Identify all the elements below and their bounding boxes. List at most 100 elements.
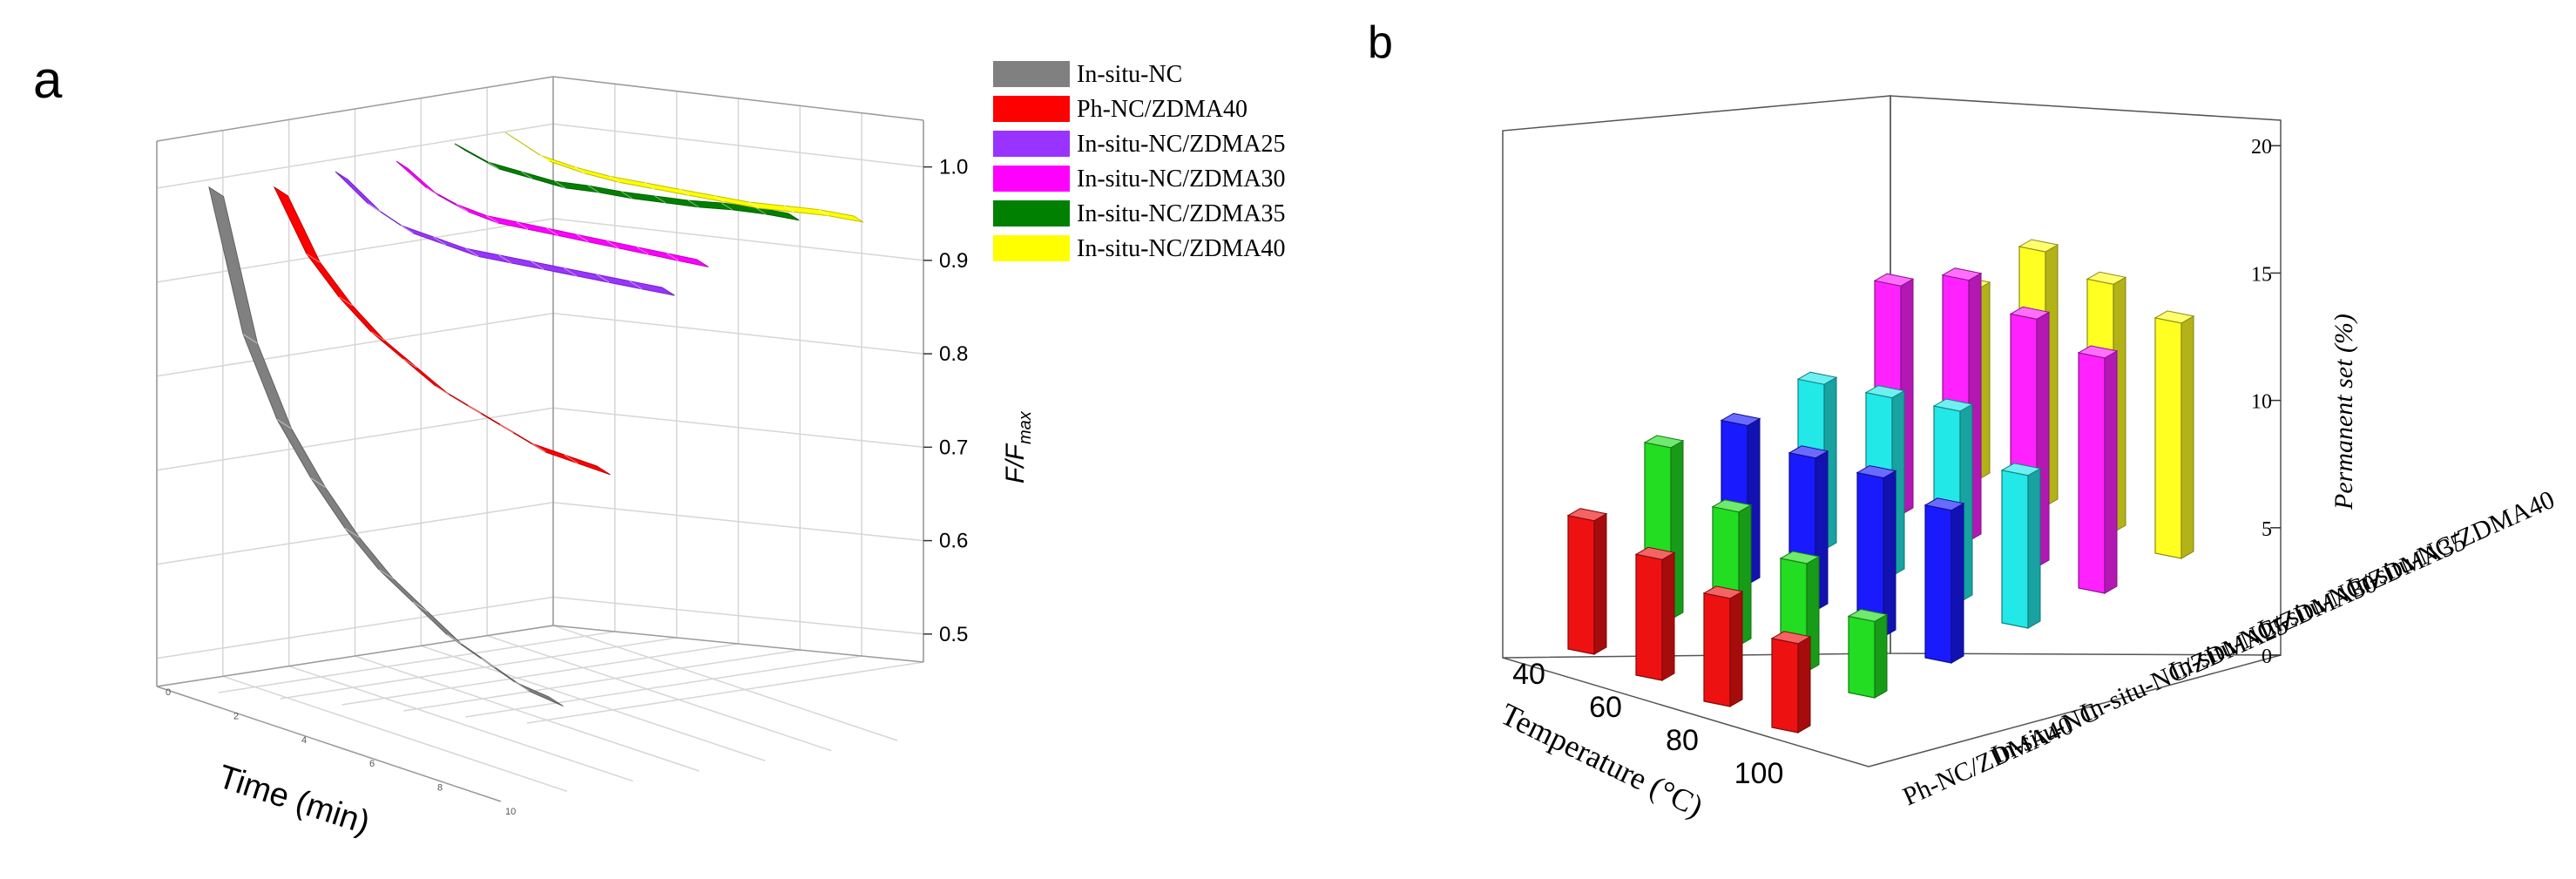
- ribbon-grid: [818, 209, 829, 217]
- ribbon-grid: [310, 477, 326, 488]
- ribbon-grid: [531, 260, 544, 270]
- ribbon-grid: [456, 204, 469, 213]
- z-tick-label: 10: [2251, 391, 2272, 414]
- panel-label-b: b: [1368, 17, 1393, 68]
- bar-ph-nc-zdma40-60: [1634, 546, 1676, 681]
- grid-line: [486, 634, 832, 752]
- panel-a-chart: 0.5 0.6 0.7 0.8 0.9 1.0 0 2 4 6 8 10 Time (min) F/…: [156, 61, 1286, 842]
- bar-top: [2153, 310, 2195, 324]
- legend-label: In-situ-NC/ZDMA25: [1077, 131, 1286, 158]
- ribbon-grid: [609, 175, 620, 183]
- frame-edge: [552, 625, 924, 663]
- ribbon-grid: [465, 247, 479, 257]
- panel-a-ylabel: F/Fmax: [1001, 410, 1035, 483]
- grid-line: [552, 625, 898, 741]
- time-tick-label: 2: [233, 711, 239, 721]
- ribbon-grid: [644, 182, 655, 190]
- legend-swatch: [993, 131, 1070, 157]
- bar-in-situ-nc-zdma30-100: [2000, 463, 2042, 629]
- bar-face: [2078, 352, 2106, 594]
- bar-face: [1567, 514, 1595, 655]
- bar-face: [1848, 615, 1876, 699]
- bar-side: [1661, 551, 1675, 681]
- sample-tick-label: In-situ-NC/ZDMA40: [2343, 485, 2559, 603]
- ribbon-grid: [435, 385, 450, 396]
- ribbon-grid: [654, 195, 666, 204]
- ribbon-grid: [514, 681, 530, 692]
- ribbon-grid: [783, 205, 794, 213]
- ribbon-grid: [276, 418, 292, 429]
- time-tick-label: 4: [301, 735, 307, 746]
- ribbon-grid: [666, 253, 679, 261]
- ribbon-grid: [306, 254, 321, 263]
- ribbon-grid: [629, 281, 643, 290]
- panel-b-chart: 0 5 10 15 20 40 60 80 100 Ph-NC/ZDMA40In-situ-N…: [1495, 95, 2559, 824]
- ribbon-grid: [564, 454, 578, 464]
- ribbon-grid: [338, 296, 353, 306]
- ribbon-grid: [713, 195, 725, 203]
- panel-a-z-axis: 0.5 0.6 0.7 0.8 0.9 1.0: [923, 156, 968, 646]
- bar-face: [1635, 553, 1663, 681]
- panel-a-legend: In-situ-NC Ph-NC/ZDMA40 In-situ-NC/ZDMA25 I…: [993, 61, 1286, 262]
- ribbon-grid: [426, 187, 438, 196]
- bar-top: [1634, 546, 1676, 560]
- bar-in-situ-nc-100: [1847, 608, 1889, 699]
- bar-in-situ-nc-zdma25-80: [1856, 464, 1897, 638]
- grid-line: [222, 675, 568, 793]
- panel-b-temperature-ticks: 40 60 80 100: [1512, 658, 1783, 790]
- ribbon-grid: [412, 601, 428, 612]
- bar-top: [1566, 508, 1608, 522]
- temperature-tick-label: 60: [1589, 691, 1622, 724]
- grid-line: [156, 502, 924, 565]
- time-tick-label: 8: [437, 783, 443, 794]
- panel-a-ylabel-sub: max: [1016, 410, 1035, 444]
- frame-edge: [156, 625, 554, 687]
- bar-in-situ-nc-zdma40-100: [2153, 310, 2195, 559]
- ribbon-in-situ-nc: [208, 186, 564, 707]
- legend-swatch: [993, 200, 1070, 227]
- bar-top: [2018, 239, 2059, 253]
- time-tick-label: 10: [505, 807, 516, 817]
- legend-label: In-situ-NC: [1077, 61, 1182, 88]
- ribbon-in-situ-nc-zdma30: [396, 160, 709, 267]
- bar-top: [1932, 398, 1974, 412]
- panel-b-bars: [1566, 239, 2195, 734]
- grid-line: [341, 643, 739, 706]
- frame-edge: [156, 76, 554, 142]
- ribbon-grid: [554, 180, 566, 189]
- bar-side: [1593, 512, 1607, 655]
- bar-in-situ-nc-zdma35-100: [2077, 345, 2119, 594]
- ribbon-grid: [521, 171, 532, 179]
- ribbon-in-situ-nc-zdma35: [454, 143, 800, 221]
- bar-top: [1796, 371, 1838, 385]
- panel-a-frame: [156, 76, 924, 802]
- bar-ph-nc-zdma40-100: [1770, 631, 1812, 734]
- grid-line: [526, 661, 924, 724]
- panel-b-ylabel: Permanent set (%): [2329, 314, 2358, 510]
- ribbon-grid: [498, 254, 512, 264]
- z-tick-label: 0.7: [939, 436, 968, 459]
- bar-top: [1788, 445, 1829, 459]
- panel-a-time-ticks: 0 2 4 6 8 10: [166, 687, 516, 817]
- bar-face: [2154, 317, 2182, 559]
- z-tick-label: 15: [2251, 263, 2272, 286]
- legend-label: In-situ-NC/ZDMA30: [1077, 166, 1286, 193]
- panel-b-z-axis: 0 5 10 15 20: [2251, 136, 2281, 668]
- ribbon-grid: [748, 201, 760, 209]
- ribbon-grid: [636, 247, 649, 255]
- ribbon-grid: [621, 191, 632, 199]
- time-tick-label: 0: [166, 687, 171, 698]
- ribbon-grid: [499, 423, 514, 434]
- ribbon-grid: [480, 658, 496, 668]
- ribbon-grid: [516, 221, 529, 230]
- ribbon-grid: [596, 274, 610, 283]
- grid-line: [156, 312, 924, 377]
- ribbon-grid: [368, 203, 382, 213]
- grid-line: [465, 655, 862, 718]
- bar-face: [1924, 504, 1952, 664]
- ribbon-grid: [606, 240, 619, 249]
- ribbon-grid: [721, 202, 733, 211]
- ribbon-grid: [400, 225, 414, 234]
- ribbon-grid: [402, 358, 417, 369]
